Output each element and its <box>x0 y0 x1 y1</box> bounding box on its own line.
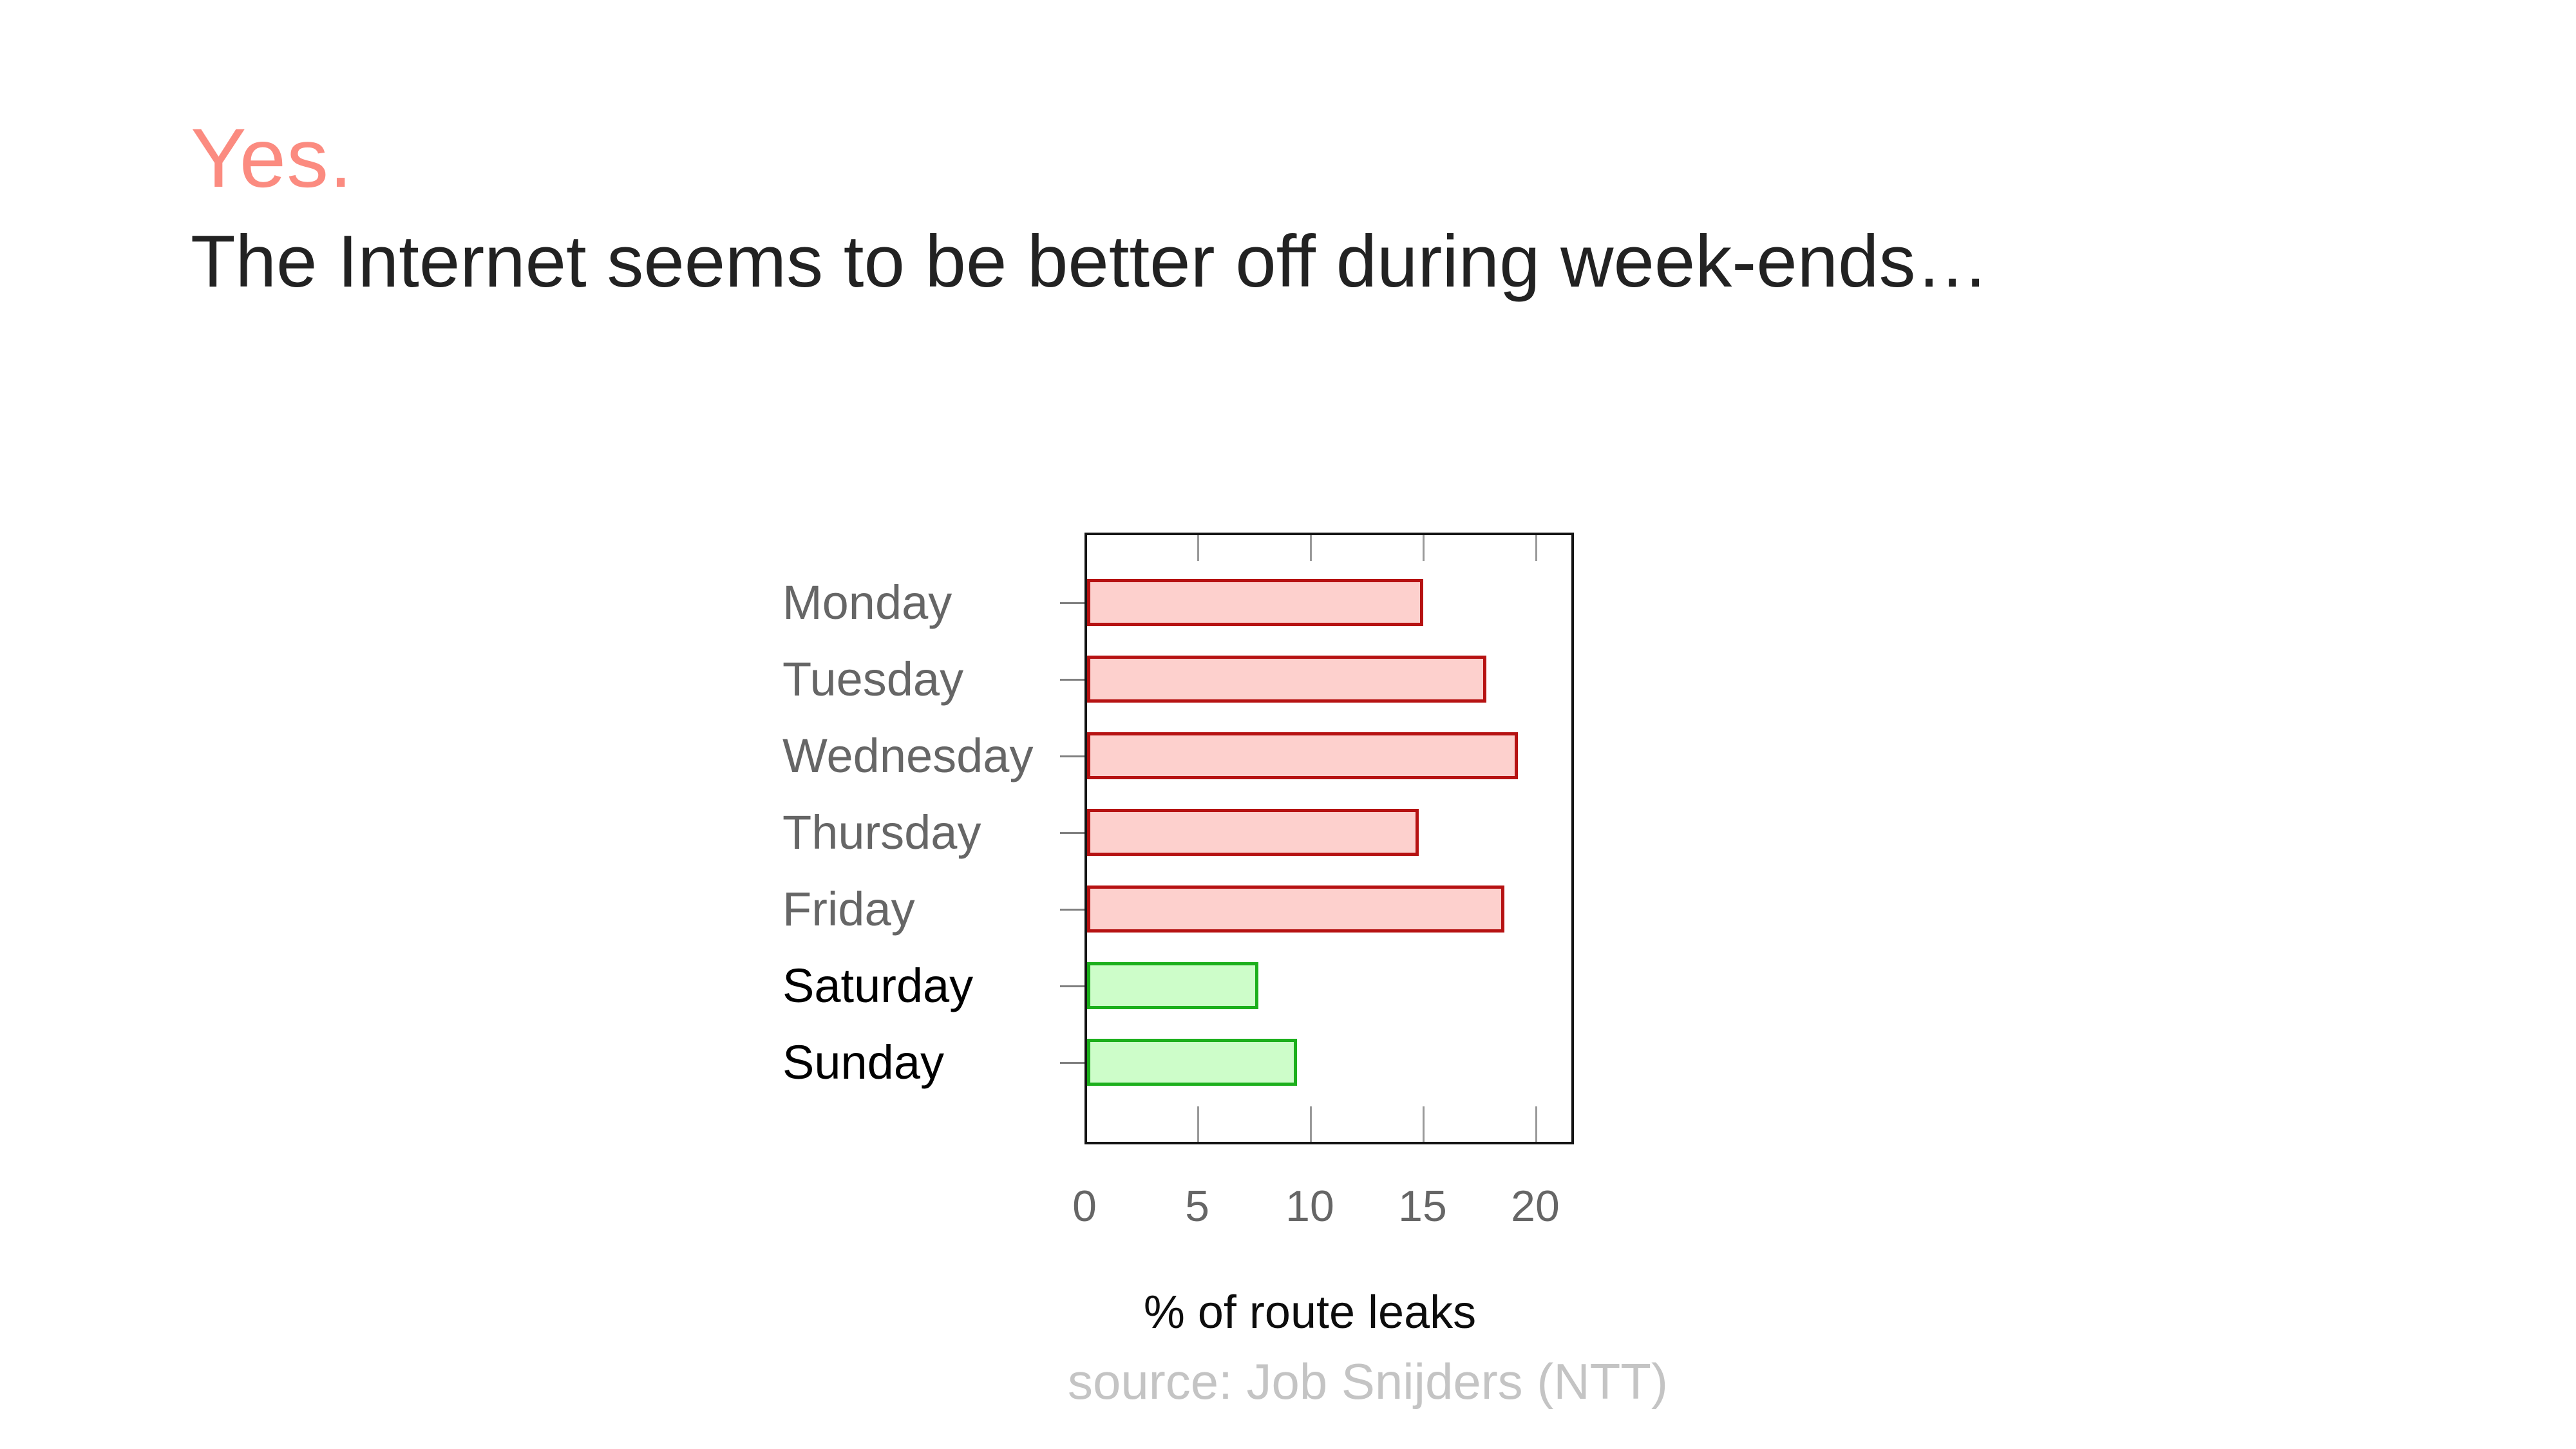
category-label-monday: Monday <box>782 575 952 629</box>
bar-thursday <box>1087 809 1419 856</box>
x-tick-bottom-10 <box>1310 1106 1312 1142</box>
x-tick-top-15 <box>1423 535 1425 561</box>
x-tick-top-5 <box>1197 535 1199 561</box>
x-tick-bottom-15 <box>1423 1106 1425 1142</box>
y-tick-tuesday <box>1060 678 1084 681</box>
x-tick-top-10 <box>1310 535 1312 561</box>
category-label-wednesday: Wednesday <box>782 728 1034 782</box>
y-tick-friday <box>1060 908 1084 911</box>
slide-title: Yes. <box>191 111 354 205</box>
category-label-sunday: Sunday <box>782 1035 944 1089</box>
y-tick-monday <box>1060 601 1084 604</box>
x-axis-title: % of route leaks <box>1143 1287 1477 1338</box>
x-tick-bottom-20 <box>1535 1106 1537 1142</box>
y-tick-wednesday <box>1060 755 1084 757</box>
category-label-saturday: Saturday <box>782 958 974 1012</box>
x-tick-bottom-5 <box>1197 1106 1199 1142</box>
bar-sunday <box>1087 1039 1297 1086</box>
chart-plot-area <box>1084 533 1574 1144</box>
category-label-thursday: Thursday <box>782 805 981 859</box>
x-tick-top-20 <box>1535 535 1537 561</box>
category-label-friday: Friday <box>782 882 915 936</box>
y-tick-saturday <box>1060 985 1084 987</box>
x-tick-label-5: 5 <box>1185 1182 1209 1231</box>
x-tick-label-10: 10 <box>1285 1182 1334 1231</box>
y-tick-thursday <box>1060 831 1084 834</box>
bar-monday <box>1087 579 1423 626</box>
category-label-tuesday: Tuesday <box>782 652 964 706</box>
slide-subtitle: The Internet seems to be better off duri… <box>191 221 1989 303</box>
x-tick-label-0: 0 <box>1072 1182 1097 1231</box>
bar-saturday <box>1087 962 1258 1009</box>
bar-wednesday <box>1087 732 1518 779</box>
bar-friday <box>1087 886 1504 933</box>
source-credit: source: Job Snijders (NTT) <box>1068 1353 1668 1410</box>
y-tick-sunday <box>1060 1061 1084 1064</box>
x-tick-label-20: 20 <box>1511 1182 1560 1231</box>
x-tick-label-15: 15 <box>1398 1182 1447 1231</box>
bar-tuesday <box>1087 656 1486 703</box>
